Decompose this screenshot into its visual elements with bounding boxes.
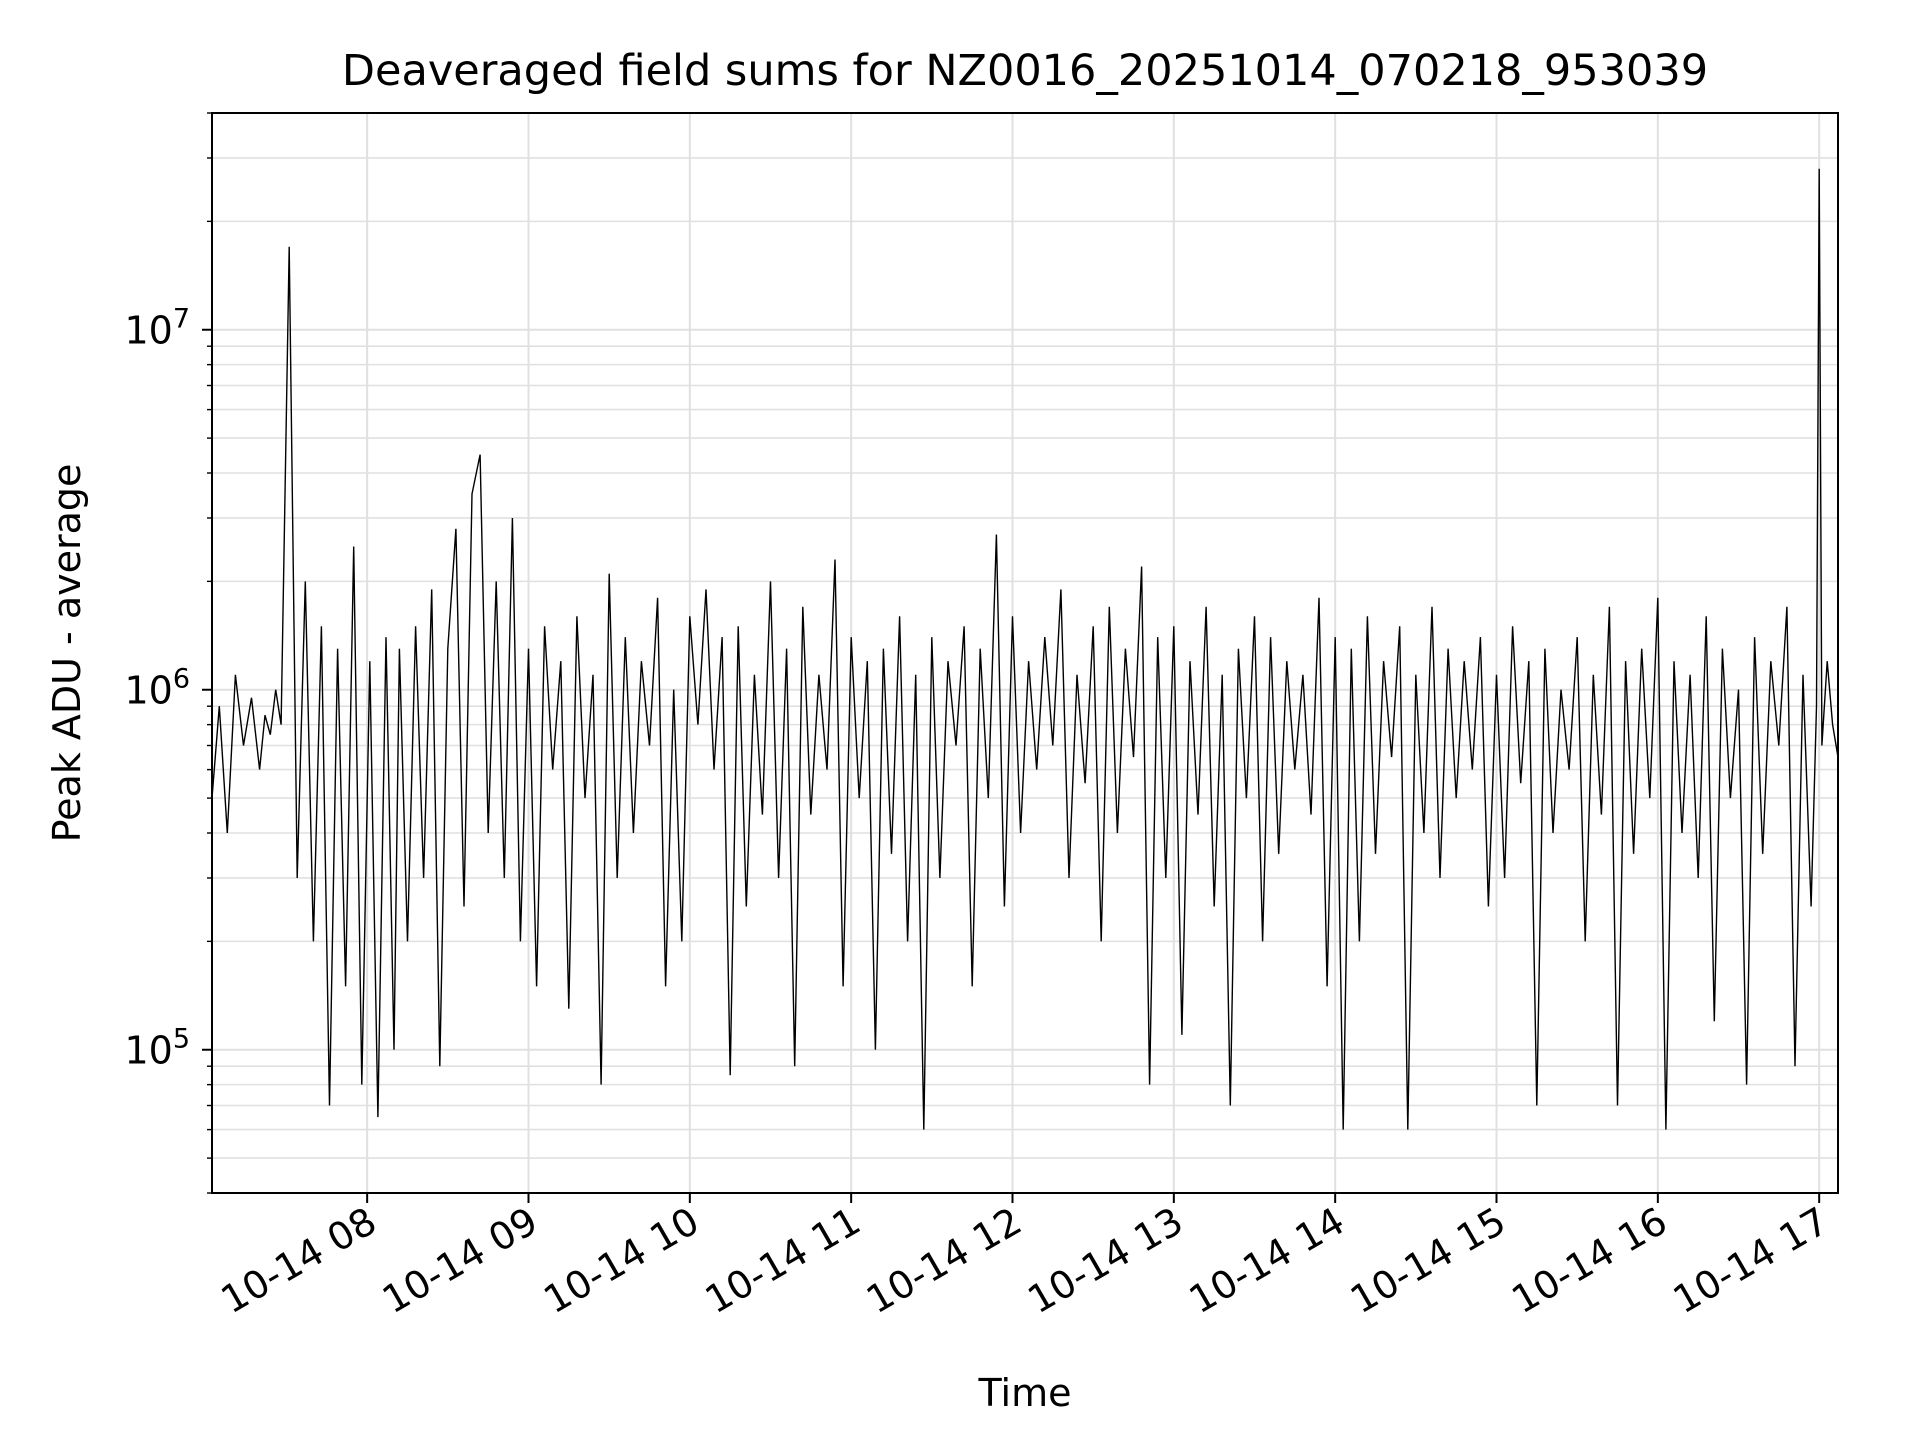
y-tick-label: 106 bbox=[124, 664, 190, 713]
x-axis-label: Time bbox=[978, 1371, 1072, 1415]
y-axis-label: Peak ADU - average bbox=[45, 464, 89, 843]
chart-title: Deaveraged field sums for NZ0016_2025101… bbox=[342, 46, 1708, 96]
y-tick-label: 107 bbox=[124, 304, 190, 353]
plot-frame bbox=[211, 112, 1839, 1194]
y-axis-ticks: 105 106 107 bbox=[124, 112, 212, 1194]
series-layer bbox=[211, 168, 1839, 1130]
grid-layer bbox=[212, 112, 1838, 1194]
y-tick-label: 105 bbox=[124, 1024, 190, 1073]
series-line bbox=[211, 168, 1839, 1130]
